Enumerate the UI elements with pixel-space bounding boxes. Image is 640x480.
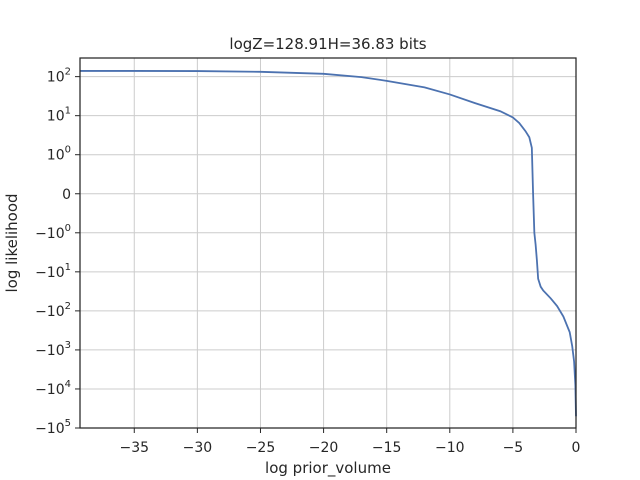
y-tick-exponent: 4 xyxy=(65,379,71,390)
x-axis: −35 −30 −25 −20 −15 −10 −5 0 xyxy=(119,428,580,456)
y-tick-base: 10 xyxy=(47,70,65,86)
y-tick-exponent: 0 xyxy=(65,223,71,234)
y-tick-label: −105 xyxy=(35,418,71,437)
y-tick-label: −103 xyxy=(35,340,71,359)
y-tick-label: 102 xyxy=(47,67,71,86)
y-tick-label: 0 xyxy=(62,187,71,203)
y-tick-label: −104 xyxy=(35,379,71,398)
y-tick-exponent: 1 xyxy=(65,106,71,117)
x-tick-label: −25 xyxy=(246,440,276,456)
y-tick-label: −100 xyxy=(35,223,71,242)
y-tick-base: −10 xyxy=(35,343,65,359)
y-tick-exponent: 2 xyxy=(65,67,71,78)
y-tick-exponent: 5 xyxy=(65,418,71,429)
y-tick-label: 100 xyxy=(47,145,71,164)
y-tick-exponent: 0 xyxy=(65,145,71,156)
y-tick-label: 101 xyxy=(47,106,71,125)
x-tick-label: −15 xyxy=(372,440,402,456)
y-tick-exponent: 2 xyxy=(65,301,71,312)
x-tick-label: 0 xyxy=(572,440,581,456)
y-tick-base: 0 xyxy=(62,187,71,203)
x-tick-label: −10 xyxy=(435,440,465,456)
y-tick-exponent: 3 xyxy=(65,340,71,351)
y-tick-base: −10 xyxy=(35,304,65,320)
y-tick-base: 10 xyxy=(47,148,65,164)
y-tick-base: −10 xyxy=(35,382,65,398)
series-layer xyxy=(80,70,577,417)
x-axis-label: log prior_volume xyxy=(265,459,391,478)
series-line xyxy=(80,70,577,417)
y-tick-base: −10 xyxy=(35,226,65,242)
y-tick-exponent: 1 xyxy=(65,262,71,273)
y-tick-base: −10 xyxy=(35,421,65,437)
y-axis-label: log likelihood xyxy=(3,193,21,292)
y-tick-base: 10 xyxy=(47,109,65,125)
x-tick-label: −30 xyxy=(183,440,213,456)
plot-frame xyxy=(79,57,577,429)
y-tick-base: −10 xyxy=(35,265,65,281)
chart-title: logZ=128.91H=36.83 bits xyxy=(229,35,426,53)
x-tick-label: −5 xyxy=(503,440,524,456)
x-tick-label: −35 xyxy=(119,440,149,456)
y-tick-label: −101 xyxy=(35,262,71,281)
y-tick-label: −102 xyxy=(35,301,71,320)
x-tick-label: −20 xyxy=(309,440,339,456)
